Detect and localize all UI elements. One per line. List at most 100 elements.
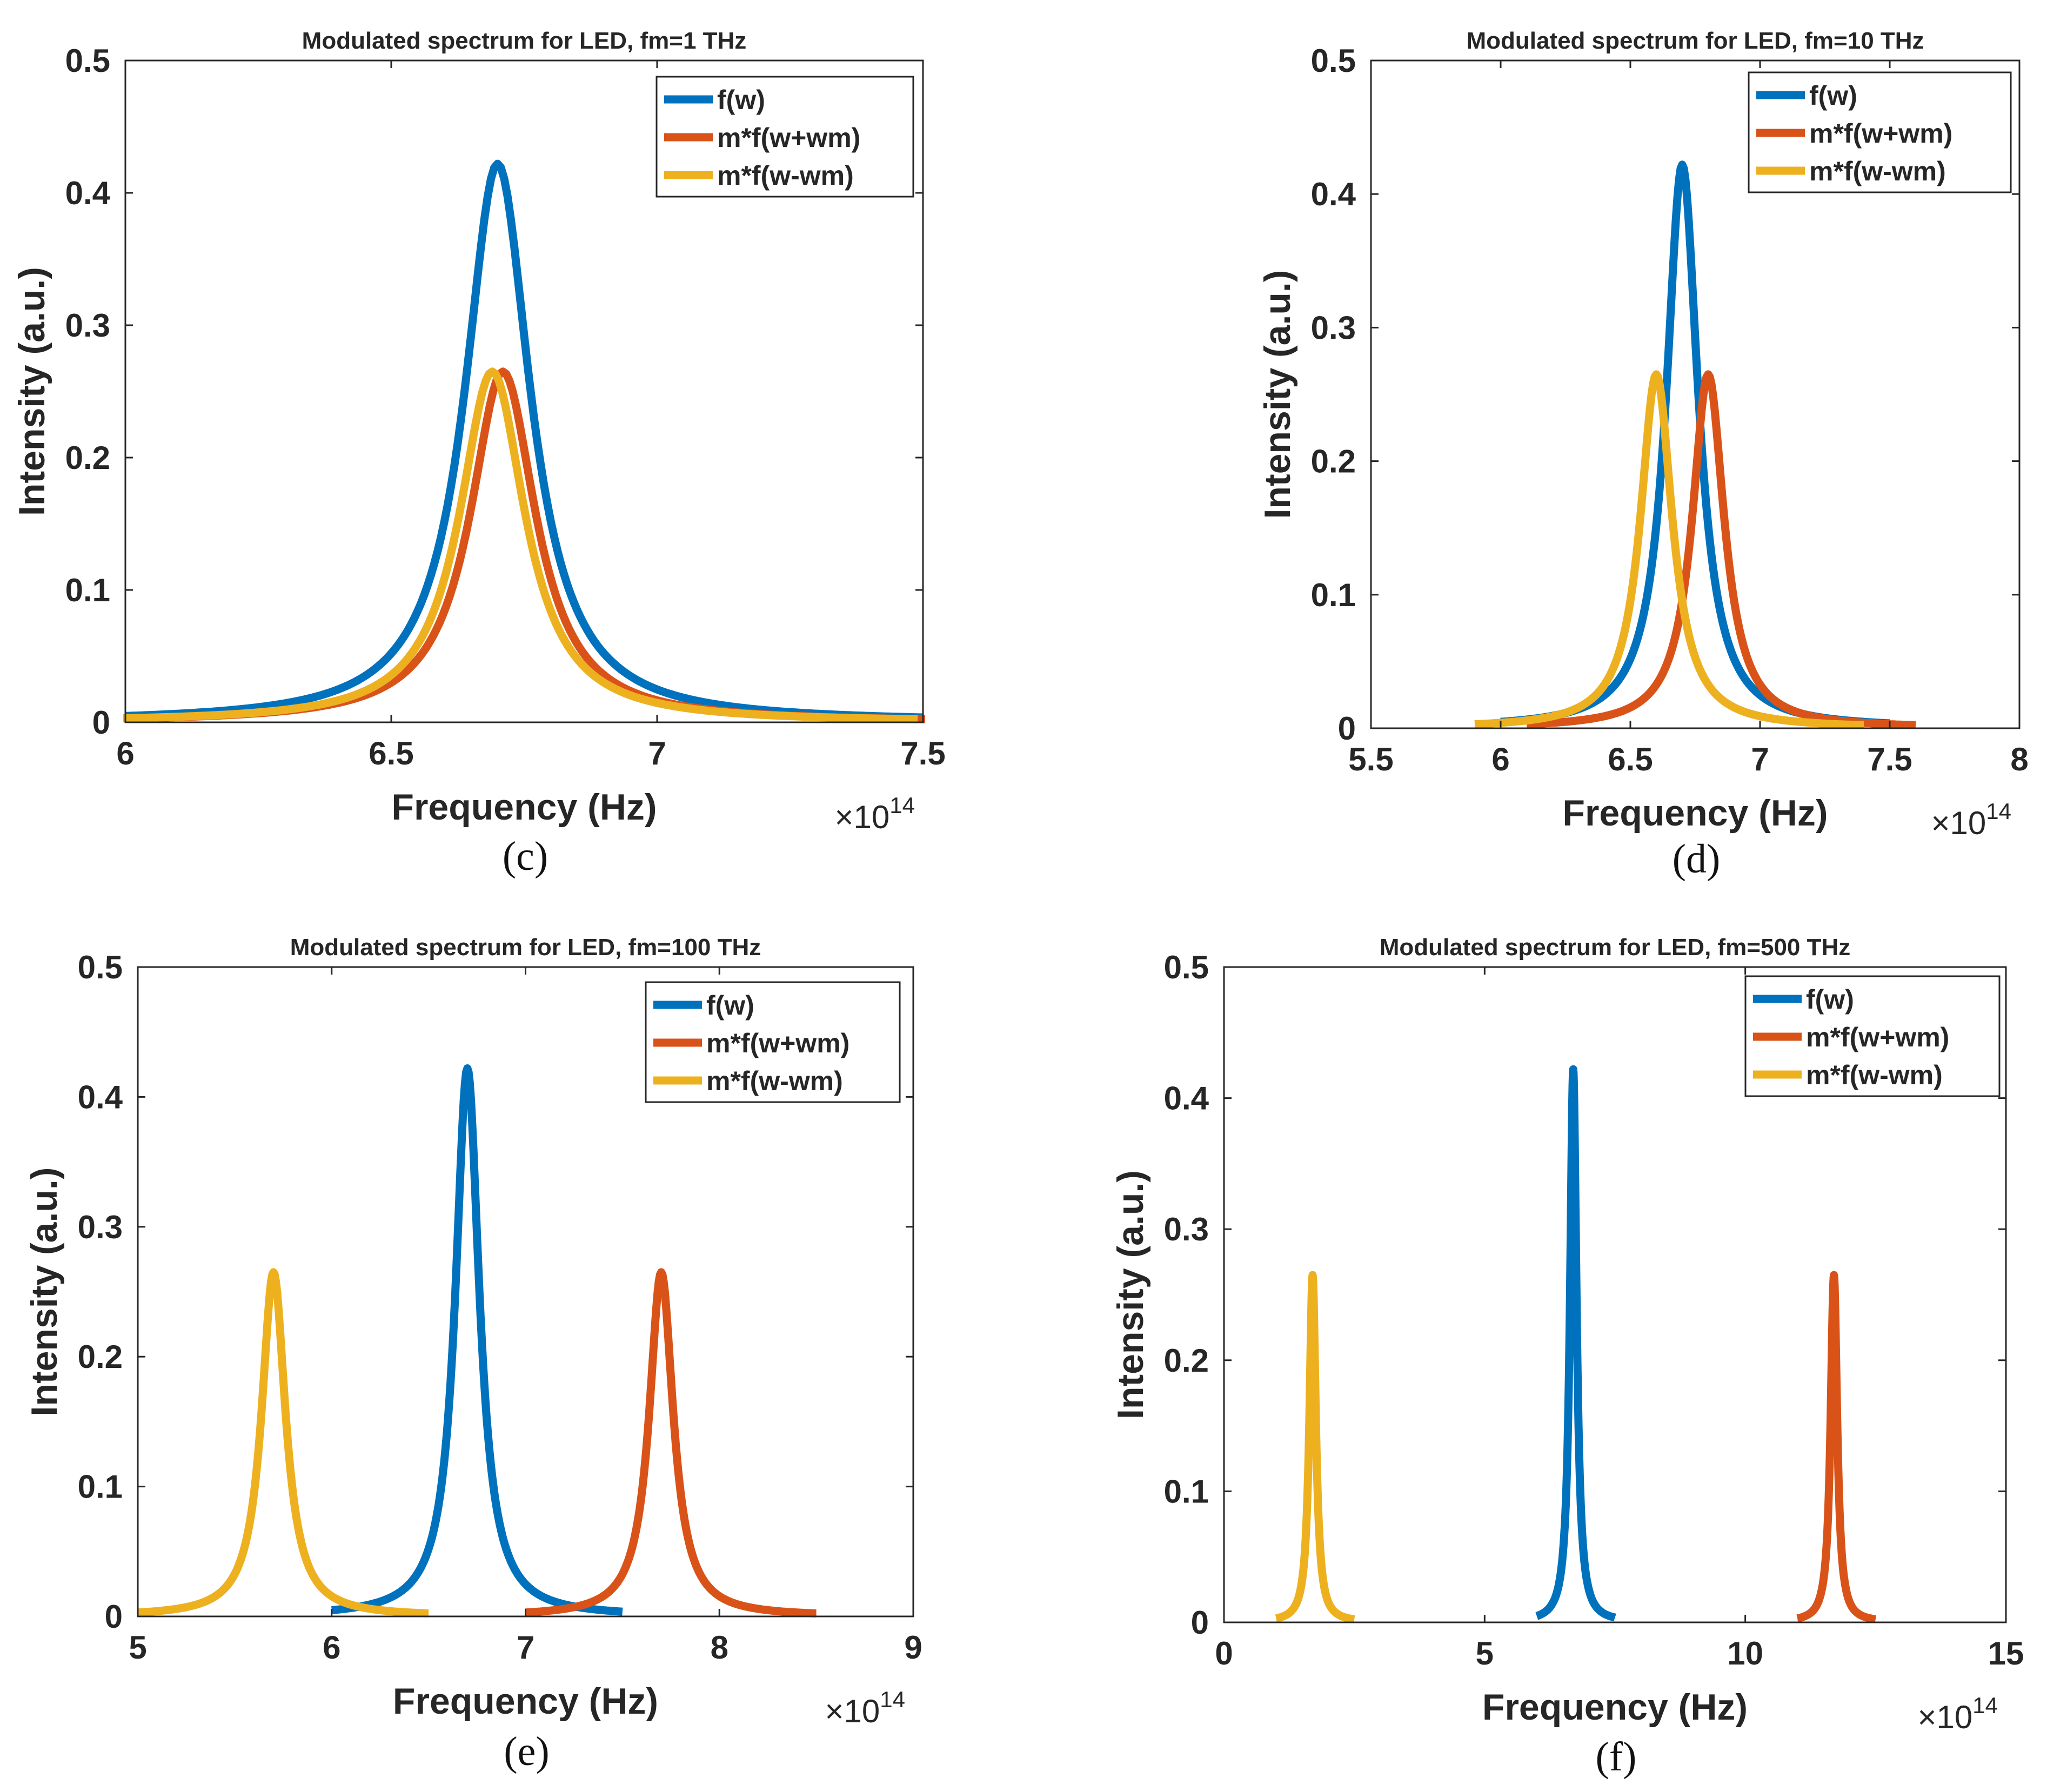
- y-tick-label: 0.2: [65, 440, 110, 476]
- chart-panel-d: 5.5 6 6.5 7 7.5 8 0 0.1 0.2 0.3 0.4 0.5 Modulated sp…: [1257, 28, 2029, 882]
- y-tick-label: 0.4: [65, 175, 111, 211]
- y-tick-label: 0.3: [78, 1209, 123, 1245]
- y-tick-label: 0.1: [1311, 577, 1356, 613]
- x-tick-label: 7: [517, 1629, 534, 1666]
- y-tick-label: 0: [92, 704, 110, 741]
- legend-label: f(w): [1806, 984, 1854, 1015]
- x-tick-label: 6: [1491, 741, 1509, 777]
- y-axis-label: Intensity (a.u.): [1110, 1170, 1151, 1419]
- y-tick-label: 0.4: [1164, 1080, 1209, 1117]
- legend-label: m*f(w+wm): [706, 1028, 849, 1058]
- x-exponent: ×1014: [1931, 798, 2012, 841]
- y-tick-label: 0: [1338, 710, 1356, 747]
- legend: f(w) m*f(w+wm) m*f(w-wm): [655, 76, 914, 198]
- panel-label: (c): [503, 834, 548, 879]
- chart-title: Modulated spectrum for LED, fm=500 THz: [1380, 934, 1851, 961]
- legend: f(w) m*f(w+wm) m*f(w-wm): [1748, 71, 2012, 193]
- legend-label: m*f(w-wm): [717, 160, 854, 191]
- legend-label: m*f(w-wm): [1809, 156, 1946, 186]
- series-line-2: [1272, 1271, 1359, 1623]
- y-tick-label: 0: [1191, 1605, 1209, 1641]
- x-exponent-base: ×10: [1918, 1699, 1973, 1735]
- legend-label: m*f(w+wm): [1809, 118, 1952, 149]
- x-exponent-power: 14: [1986, 798, 2011, 824]
- x-exponent: ×1014: [825, 1687, 906, 1729]
- x-exponent: ×1014: [1918, 1693, 1998, 1735]
- y-tick-label: 0.5: [65, 43, 110, 79]
- series-line-0: [1533, 1065, 1619, 1622]
- legend-label: f(w): [706, 990, 754, 1021]
- legend: f(w) m*f(w+wm) m*f(w-wm): [1744, 975, 2001, 1097]
- x-tick-label: 10: [1727, 1635, 1763, 1672]
- y-tick-label: 0.1: [65, 572, 110, 608]
- series-line-1: [1794, 1271, 1879, 1623]
- y-tick-label: 0.4: [78, 1079, 123, 1115]
- y-tick-label: 0.5: [78, 949, 123, 985]
- chart-title: Modulated spectrum for LED, fm=10 THz: [1466, 28, 1924, 54]
- legend: f(w) m*f(w+wm) m*f(w-wm): [645, 981, 901, 1103]
- y-axis-label: Intensity (a.u.): [1257, 270, 1298, 519]
- x-axis-label: Frequency (Hz): [1562, 793, 1828, 834]
- x-exponent-power: 14: [880, 1687, 905, 1712]
- chart-panel-f: 0 5 10 15 0 0.1 0.2 0.3 0.4 0.5 Modulated spectrum…: [1110, 934, 2024, 1780]
- x-axis-label: Frequency (Hz): [393, 1681, 658, 1722]
- panel-label: (d): [1673, 836, 1721, 882]
- x-tick-label: 6: [323, 1629, 340, 1666]
- x-tick-label: 15: [1988, 1635, 2024, 1672]
- x-tick-label: 7.5: [1867, 741, 1912, 777]
- x-tick-label: 8: [711, 1629, 728, 1666]
- legend-label: m*f(w+wm): [1806, 1022, 1949, 1052]
- y-tick-label: 0.2: [1164, 1343, 1209, 1379]
- y-tick-label: 0.3: [65, 307, 110, 344]
- x-tick-label: 5: [129, 1629, 146, 1666]
- legend-label: m*f(w+wm): [717, 123, 860, 153]
- legend-label: m*f(w-wm): [1806, 1060, 1943, 1090]
- series-line-2: [136, 1268, 432, 1618]
- y-tick-label: 0.5: [1311, 43, 1356, 79]
- x-tick-label: 7.5: [900, 735, 945, 771]
- x-exponent-base: ×10: [835, 799, 890, 835]
- chart-panel-c: 6 6.5 7 7.5 0 0.1 0.2 0.3 0.4 0.5 Modulated spectr…: [11, 28, 946, 879]
- x-tick-label: 7: [1751, 741, 1769, 777]
- chart-title: Modulated spectrum for LED, fm=1 THz: [302, 28, 747, 54]
- y-tick-label: 0.3: [1164, 1211, 1209, 1247]
- x-axis-label: Frequency (Hz): [1482, 1687, 1748, 1728]
- legend-label: f(w): [1809, 80, 1857, 111]
- x-exponent-base: ×10: [1931, 805, 1986, 841]
- x-exponent-power: 14: [1972, 1693, 1998, 1718]
- y-tick-label: 0.2: [78, 1339, 123, 1375]
- x-tick-label: 8: [2010, 741, 2028, 777]
- x-exponent: ×1014: [835, 793, 915, 835]
- chart-panel-e: 5 6 7 8 9 0 0.1 0.2 0.3 0.4 0.5 Modulated spectrum …: [24, 934, 922, 1774]
- x-tick-label: 6.5: [369, 735, 413, 771]
- x-tick-label: 6: [116, 735, 134, 771]
- y-tick-label: 0.5: [1164, 949, 1209, 985]
- x-exponent-power: 14: [889, 793, 915, 818]
- x-tick-label: 7: [648, 735, 666, 771]
- axes-frame: [1223, 966, 2007, 1623]
- x-exponent-base: ×10: [825, 1693, 880, 1729]
- x-tick-label: 0: [1215, 1635, 1233, 1672]
- panel-label: (e): [504, 1729, 549, 1774]
- y-axis-label: Intensity (a.u.): [11, 267, 52, 516]
- chart-title: Modulated spectrum for LED, fm=100 THz: [290, 934, 761, 961]
- x-tick-label: 6.5: [1608, 741, 1653, 777]
- series-line-2: [123, 367, 919, 723]
- panel-label: (f): [1596, 1734, 1637, 1780]
- axes-frame: [124, 59, 924, 723]
- series-line-2: [1472, 370, 1867, 729]
- legend-label: f(w): [717, 85, 765, 115]
- x-tick-label: 5.5: [1348, 741, 1393, 777]
- y-tick-label: 0.4: [1311, 176, 1356, 212]
- axes-frame: [1370, 59, 2021, 729]
- x-tick-label: 5: [1476, 1635, 1494, 1672]
- y-tick-label: 0: [105, 1599, 123, 1635]
- y-tick-label: 0.1: [78, 1469, 123, 1505]
- x-tick-label: 9: [904, 1629, 922, 1666]
- y-tick-label: 0.3: [1311, 310, 1356, 346]
- x-axis-label: Frequency (Hz): [391, 787, 657, 828]
- y-tick-label: 0.1: [1164, 1473, 1209, 1509]
- y-axis-label: Intensity (a.u.): [24, 1167, 65, 1417]
- legend-label: m*f(w-wm): [706, 1066, 843, 1096]
